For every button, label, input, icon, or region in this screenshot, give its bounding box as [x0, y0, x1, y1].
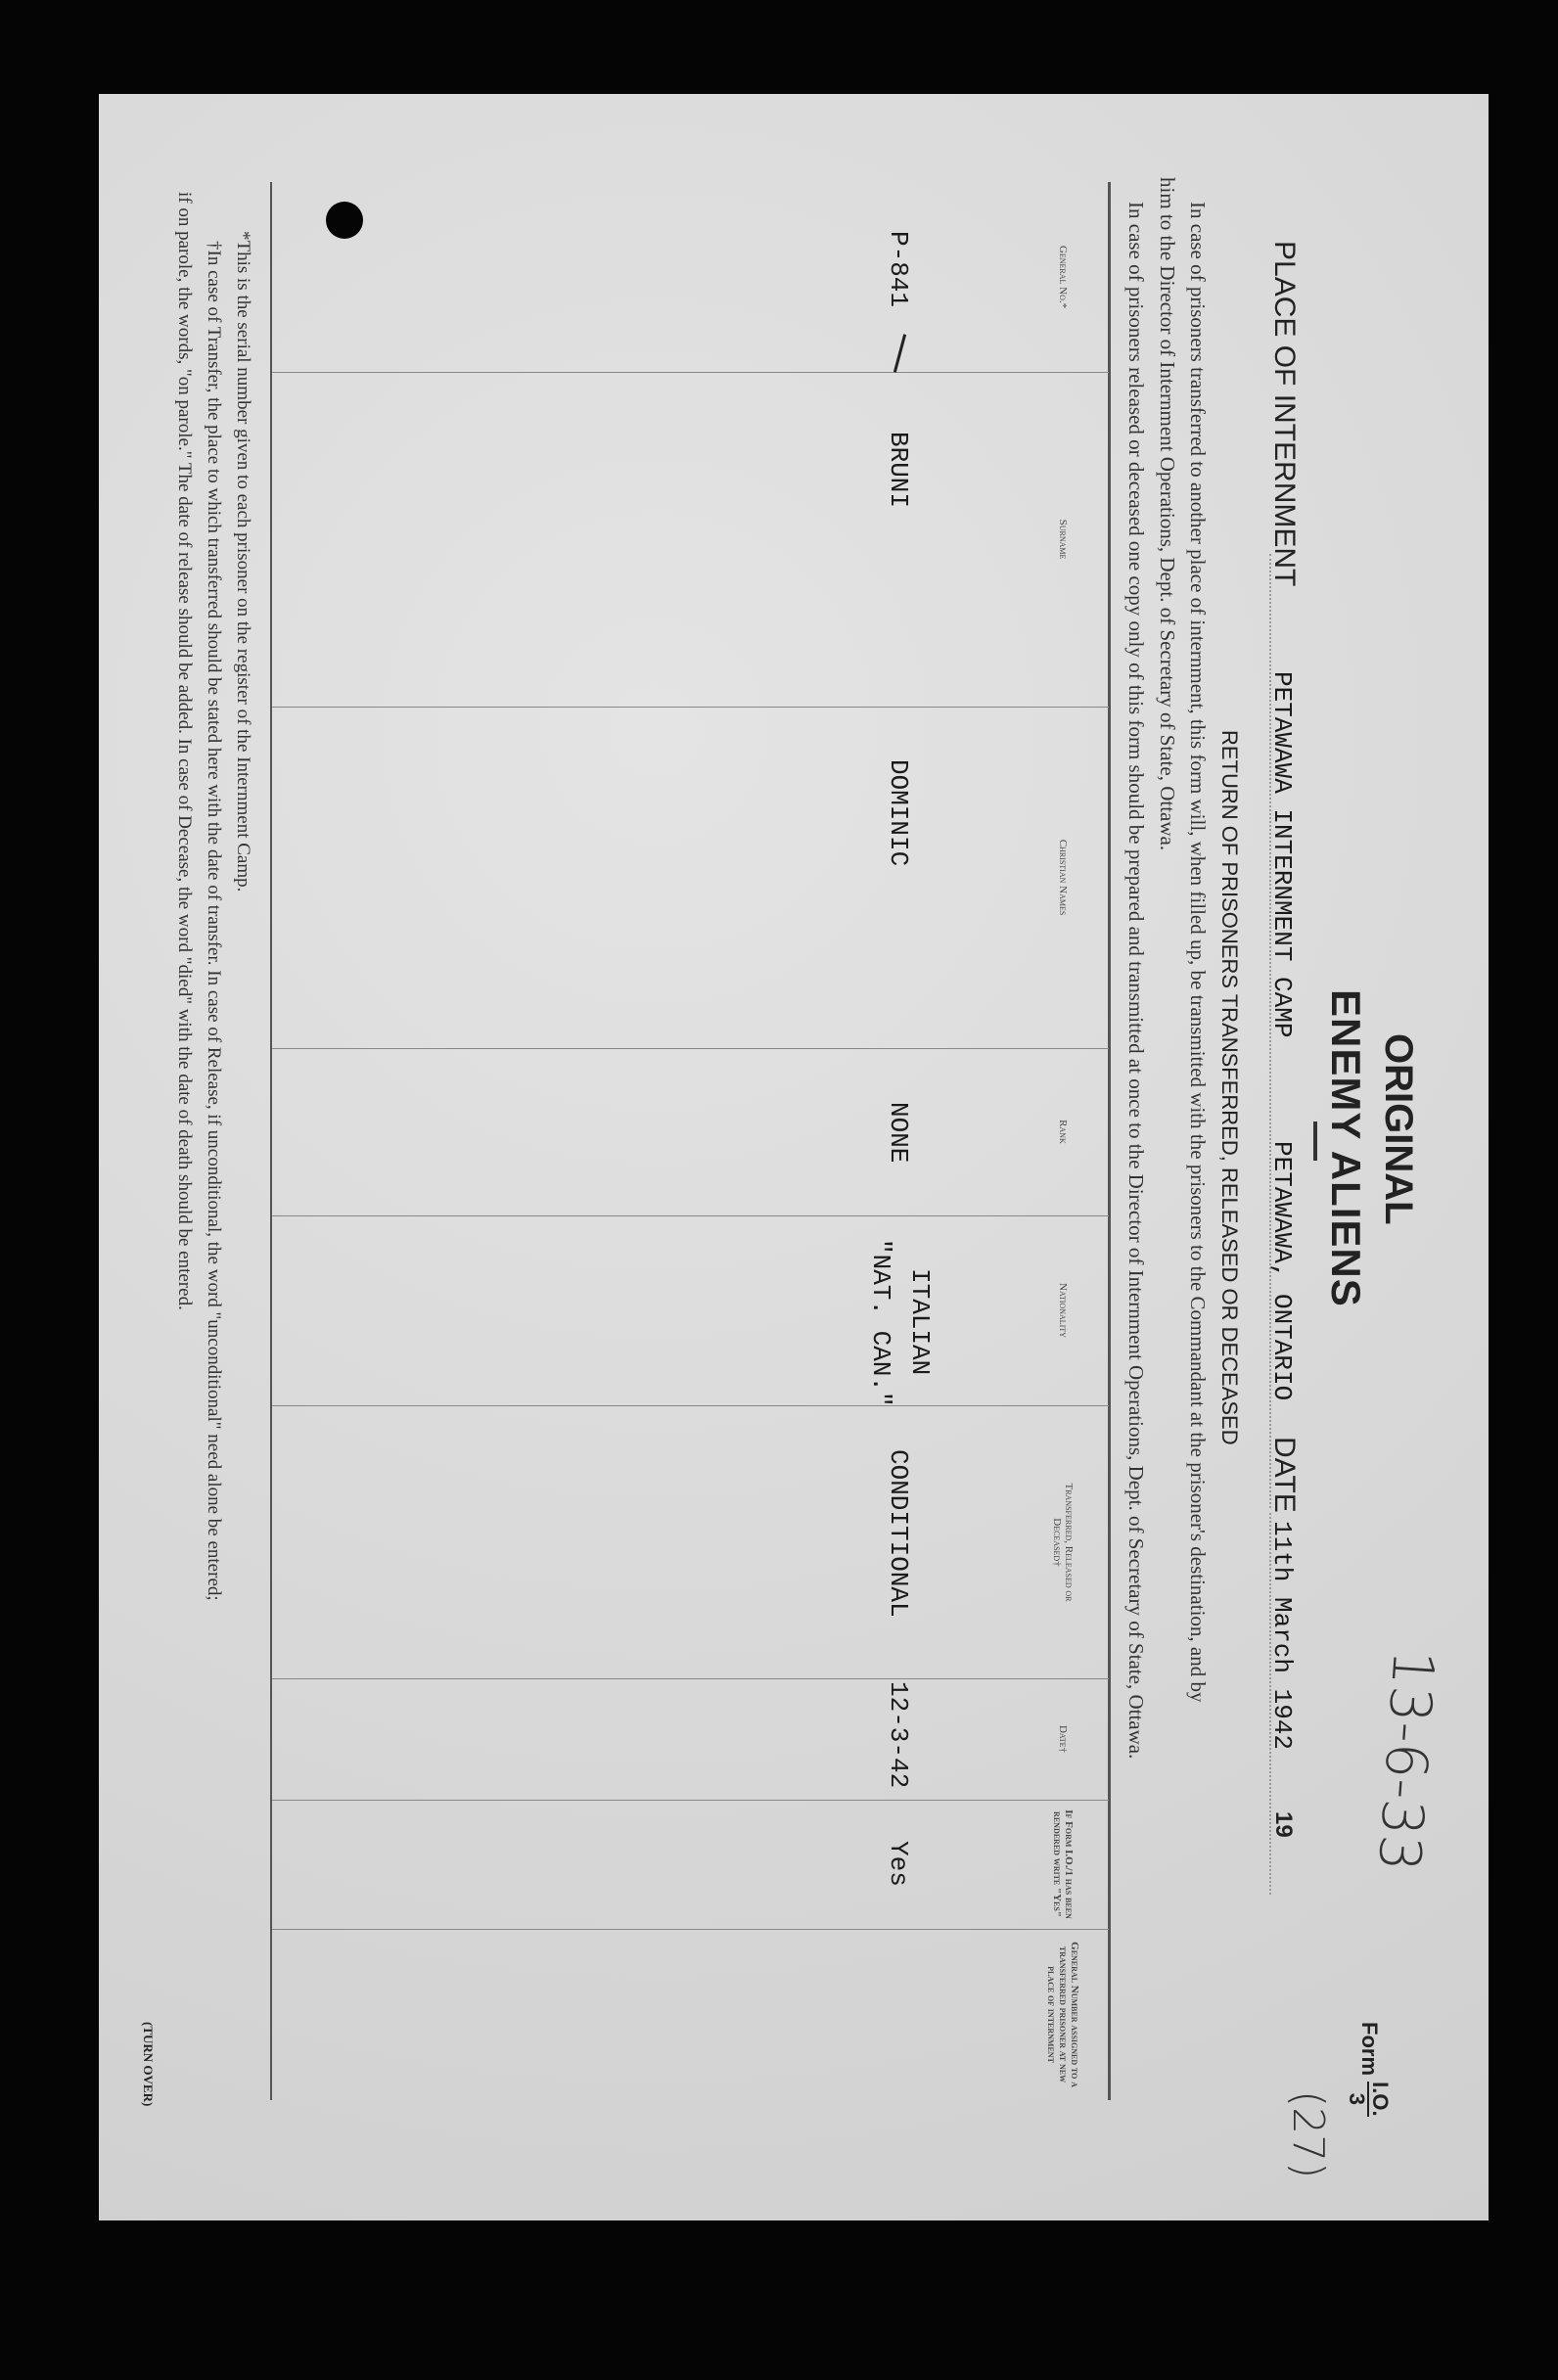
form-numerator: I.O.	[1367, 2082, 1393, 2117]
instruction-line-2: him to the Director of Internment Operat…	[1156, 177, 1179, 851]
column-header-surname: Surname	[1057, 519, 1070, 560]
handwritten-reference: 13-6-33	[1365, 1647, 1447, 1874]
column-header-date: Date†	[1057, 1724, 1070, 1754]
handwritten-number: (27)	[1283, 2090, 1333, 2179]
column-divider	[272, 1800, 1109, 1801]
instruction-line-3: In case of prisoners released or decease…	[1124, 202, 1148, 1760]
cell-christian-names: DOMINIC	[884, 759, 913, 867]
place-label: PLACE OF INTERNMENT	[1268, 241, 1301, 587]
column-divider	[272, 707, 1109, 708]
year-prefix: 19	[1270, 1811, 1297, 1838]
cell-general-no: P-841	[884, 231, 913, 308]
form-label: Form	[1357, 2022, 1383, 2076]
column-header-nationality: Nationality	[1057, 1283, 1070, 1338]
column-header-new-number: General Number assigned to a transferred…	[1044, 1942, 1081, 2087]
column-divider	[272, 372, 1109, 373]
form-subtitle: RETURN OF PRISONERS TRANSFERRED, RELEASE…	[1217, 730, 1242, 1445]
column-divider	[272, 1405, 1109, 1406]
column-header-rank: Rank	[1057, 1120, 1070, 1144]
scanned-form-page: ORIGINAL ENEMY ALIENS 13-6-33 Form I.O. 3…	[99, 94, 1489, 2220]
form-number: Form I.O. 3	[1345, 2022, 1393, 2117]
column-divider	[272, 1929, 1109, 1930]
cell-rank: NONE	[884, 1102, 913, 1164]
dash-mark	[893, 334, 907, 373]
column-header-form-rendered: If Form I.O./1 has been rendered write "…	[1051, 1809, 1076, 1919]
location-value: PETAWAWA, ONTARIO	[1267, 1141, 1297, 1401]
original-stamp: ORIGINAL	[1377, 1033, 1420, 1225]
column-divider	[272, 1048, 1109, 1049]
ink-blot	[326, 202, 363, 239]
date-label: DATE	[1268, 1437, 1301, 1513]
title-rule	[1313, 1121, 1317, 1161]
table-bottom-rule	[270, 182, 272, 2100]
footnote-1: *This is the serial number given to each…	[233, 231, 253, 892]
cell-date: 12-3-42	[884, 1681, 913, 1789]
cell-nationality-note: "NAT. CAN."	[866, 1239, 895, 1407]
form-fraction: I.O. 3	[1345, 2082, 1393, 2117]
column-header-christian-names: Christian Names	[1057, 839, 1070, 916]
place-value: PETAWAWA INTERNMENT CAMP	[1267, 671, 1297, 1038]
turn-over-note: (TURN OVER)	[141, 2022, 156, 2107]
cell-surname: BRUNI	[884, 432, 913, 509]
column-header-status: Transferred, Released or Deceased†	[1051, 1483, 1076, 1602]
table-top-rule	[1108, 182, 1111, 2100]
form-denominator: 3	[1345, 2092, 1369, 2105]
cell-form-rendered: Yes	[884, 1841, 913, 1887]
form-title: ENEMY ALIENS	[1323, 989, 1369, 1307]
footnote-3: if on parole, the words, "on parole." Th…	[174, 192, 195, 1310]
column-divider	[272, 1678, 1109, 1679]
cell-status: CONDITIONAL	[884, 1449, 913, 1618]
date-value: 11th March 1942	[1267, 1521, 1297, 1751]
rotated-form-content: ORIGINAL ENEMY ALIENS 13-6-33 Form I.O. 3…	[99, 94, 1489, 2220]
column-header-general-no: General No.*	[1057, 245, 1070, 309]
column-divider	[272, 1215, 1109, 1216]
cell-nationality: ITALIAN	[905, 1268, 935, 1376]
instruction-line-1: In case of prisoners transferred to anot…	[1186, 202, 1210, 1703]
footnote-2: †In case of Transfer, the place to which…	[204, 241, 224, 1601]
